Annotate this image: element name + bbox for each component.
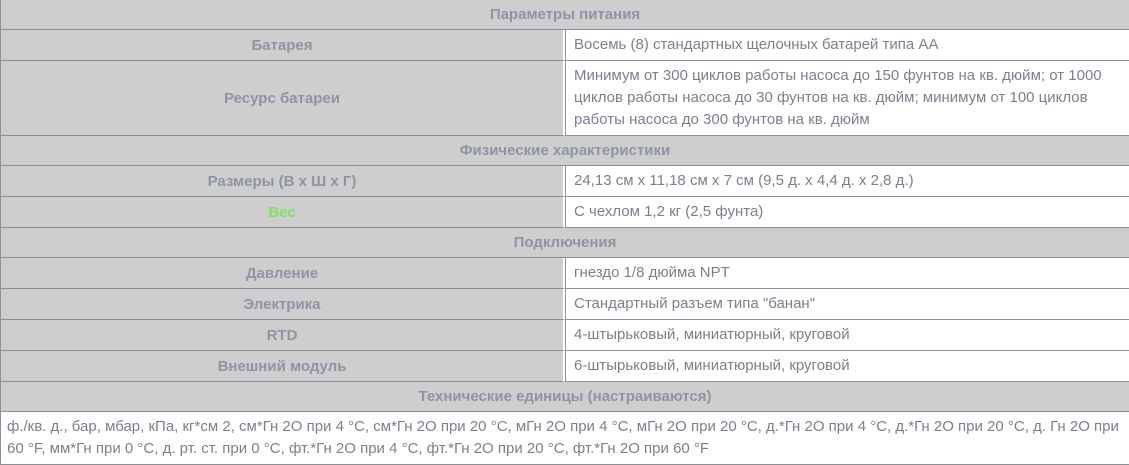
spec-label-cell: Батарея — [1, 30, 565, 61]
spec-value-cell: Минимум от 300 циклов работы насоса до 1… — [565, 61, 1129, 136]
spec-label-cell: Электрика — [1, 289, 565, 320]
spec-label-cell: Размеры (В х Ш х Г) — [1, 166, 565, 197]
spec-label-cell: Внешний модуль — [1, 351, 565, 382]
section-header-row: Подключения — [1, 228, 1129, 258]
section-header-label: Технические единицы (настраиваются) — [1, 382, 1129, 412]
spec-label-cell: Ресурс батареи — [1, 61, 565, 136]
spec-value-cell: 4-штырьковый, миниатюрный, круговой — [565, 320, 1129, 351]
section-header-row: Технические единицы (настраиваются) — [1, 382, 1129, 412]
spec-value-cell: 24,13 см х 11,18 см х 7 см (9,5 д. х 4,4… — [565, 166, 1129, 197]
units-row: ф./кв. д., бар, мбар, кПа, кг*см 2, см*Г… — [1, 412, 1129, 465]
spec-label-cell: Давление — [1, 258, 565, 289]
spec-row: Вес С чехлом 1,2 кг (2,5 фунта) — [1, 197, 1129, 228]
spec-row: Размеры (В х Ш х Г) 24,13 см х 11,18 см х… — [1, 166, 1129, 197]
spec-value-cell: Стандартный разъем типа "банан" — [565, 289, 1129, 320]
spec-label-cell: RTD — [1, 320, 565, 351]
spec-label-cell: Вес — [1, 197, 565, 228]
spec-value-cell: гнездо 1/8 дюйма NPT — [565, 258, 1129, 289]
spec-row: Батарея Восемь (8) стандартных щелочных б… — [1, 30, 1129, 61]
spec-row: Электрика Стандартный разъем типа "банан" — [1, 289, 1129, 320]
spec-row: RTD 4-штырьковый, миниатюрный, круговой — [1, 320, 1129, 351]
spec-value-cell: Восемь (8) стандартных щелочных батарей … — [565, 30, 1129, 61]
section-header-row: Физические характеристики — [1, 136, 1129, 166]
spec-value-cell: С чехлом 1,2 кг (2,5 фунта) — [565, 197, 1129, 228]
spec-row: Внешний модуль 6-штырьковый, миниатюрный,… — [1, 351, 1129, 382]
section-header-label: Параметры питания — [1, 0, 1129, 30]
units-text: ф./кв. д., бар, мбар, кПа, кг*см 2, см*Г… — [1, 412, 1129, 465]
spec-row: Ресурс батареи Минимум от 300 циклов рабо… — [1, 61, 1129, 136]
spec-value-cell: 6-штырьковый, миниатюрный, круговой — [565, 351, 1129, 382]
section-header-row: Параметры питания — [1, 0, 1129, 30]
spec-row: Давление гнездо 1/8 дюйма NPT — [1, 258, 1129, 289]
section-header-label: Подключения — [1, 228, 1129, 258]
section-header-label: Физические характеристики — [1, 136, 1129, 166]
